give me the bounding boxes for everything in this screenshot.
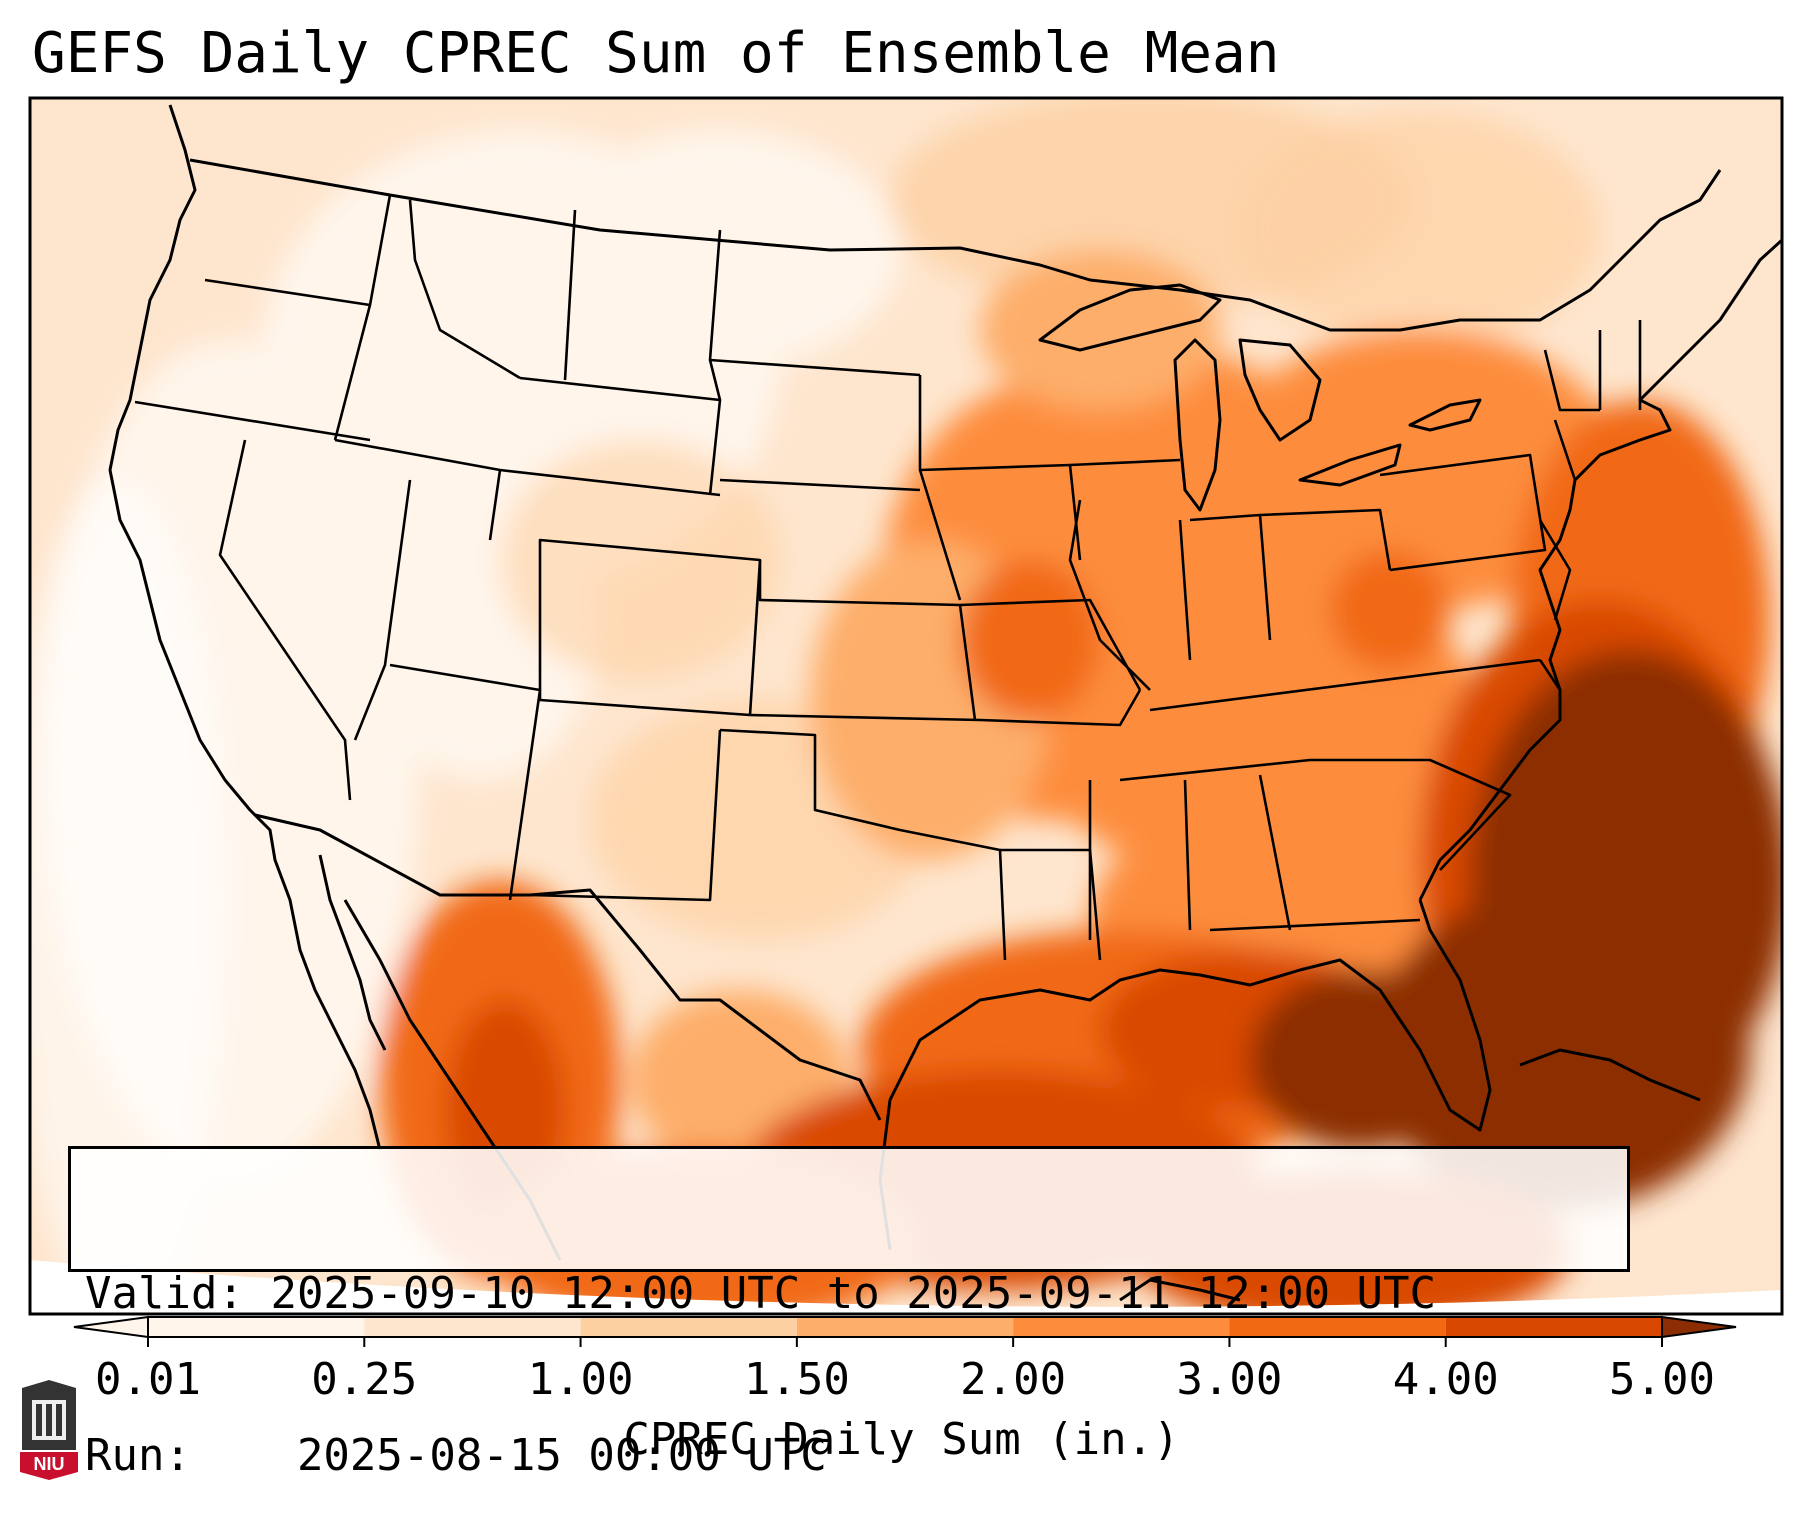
colorbar-outline — [147, 1316, 1663, 1338]
lake-superior — [1038, 283, 1222, 352]
mexico-border — [254, 813, 882, 1121]
map-outlines — [108, 104, 1782, 1302]
yucatan-coast — [1119, 1278, 1241, 1302]
map-title: GEFS Daily CPREC Sum of Ensemble Mean — [32, 21, 1280, 86]
run-label: Run: — [85, 1430, 191, 1481]
cuba-outline — [1519, 1048, 1701, 1102]
colorbar-segment — [796, 1317, 1014, 1337]
colorbar-segment — [1445, 1317, 1662, 1337]
lake-erie — [1298, 443, 1402, 487]
map-canvas — [28, 96, 1784, 1347]
colorbar-tick-label: 0.01 — [95, 1354, 201, 1405]
state-borders — [134, 194, 1642, 961]
pacific-coastline — [108, 104, 382, 1151]
lake-ontario — [1408, 398, 1482, 432]
baja-coastline — [318, 854, 387, 1051]
valid-value: 2025-09-10 12:00 UTC to 2025-09-11 12:00… — [270, 1268, 1437, 1319]
lake-huron — [1238, 338, 1322, 442]
run-line: Run: 2025-08-15 00:00 UTC — [85, 1429, 1613, 1483]
valid-label: Valid: — [85, 1268, 244, 1319]
colorbar-segment — [148, 1317, 365, 1337]
niu-logo-text: NIU — [34, 1454, 65, 1474]
colorbar-tick-label: 1.50 — [743, 1354, 850, 1405]
colorbar-segment — [1013, 1317, 1230, 1337]
run-value: 2025-08-15 00:00 UTC — [296, 1430, 827, 1481]
niu-logo-icon: NIU — [20, 1380, 78, 1480]
colorbar-tick-label: 3.00 — [1176, 1354, 1283, 1405]
atlantic-coastline — [1418, 238, 1782, 901]
colorbar-tick-label: 4.00 — [1392, 1354, 1499, 1405]
map-frame — [28, 96, 1784, 1316]
lake-michigan — [1173, 338, 1222, 512]
canada-border — [189, 158, 1722, 332]
valid-run-info-box: Valid: 2025-09-10 12:00 UTC to 2025-09-1… — [68, 1146, 1630, 1481]
precipitation-field — [30, 98, 1782, 1314]
colorbar-segment — [1229, 1317, 1446, 1337]
valid-line: Valid: 2025-09-10 12:00 UTC to 2025-09-1… — [85, 1267, 1613, 1321]
gulf-coastline — [878, 899, 1492, 1251]
colorbar-label: CPREC Daily Sum (in.) — [623, 1414, 1180, 1465]
colorbar-tick-label: 0.25 — [311, 1354, 418, 1405]
colorbar-extend-high — [1661, 1315, 1737, 1339]
colorbar-segment — [364, 1317, 581, 1337]
colorbar-tick-label: 5.00 — [1609, 1354, 1715, 1405]
colorbar-segment — [580, 1317, 797, 1337]
colorbar — [73, 1315, 1737, 1347]
colorbar-tick-label: 2.00 — [960, 1354, 1067, 1405]
colorbar-tick-label: 1.00 — [527, 1354, 634, 1405]
